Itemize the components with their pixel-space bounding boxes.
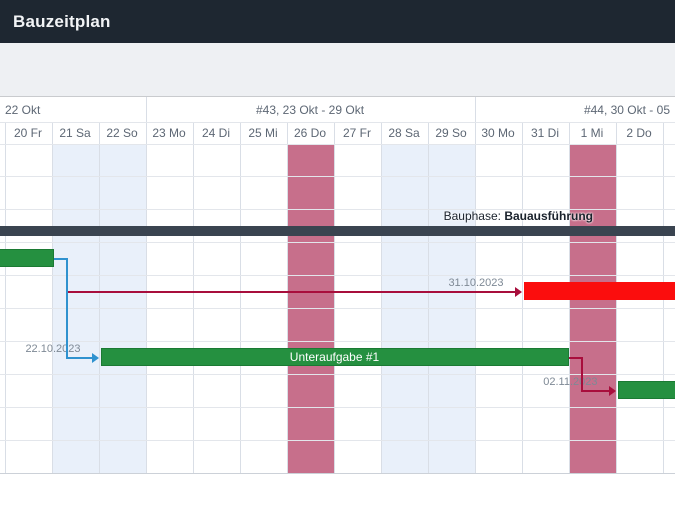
toolbar-empty — [0, 43, 675, 97]
page-title: Bauzeitplan — [13, 11, 111, 31]
link-arrow — [91, 352, 99, 363]
grid-vline — [4, 122, 6, 473]
link-arrow — [514, 286, 522, 297]
link-line — [568, 356, 583, 359]
phase-label-name: Bauausführung — [504, 209, 593, 223]
row-line — [0, 176, 675, 177]
day-header-cell: 21 Sa — [59, 126, 91, 140]
row-line — [0, 308, 675, 309]
grid-vline — [145, 122, 147, 473]
grid-vline — [286, 122, 288, 473]
task-bar-t2[interactable] — [0, 249, 54, 267]
row-line — [0, 341, 675, 342]
grid-vline — [333, 122, 335, 473]
phase-label: Bauphase: Bauausführung — [444, 209, 593, 224]
row-line — [0, 440, 675, 441]
week-header-cell: #43, 23 Okt - 29 Okt — [255, 103, 365, 117]
day-header-cell: 22 So — [106, 126, 138, 140]
grid-vline — [521, 122, 523, 473]
week-header-cell: 22 Okt — [5, 103, 41, 117]
grid-vline — [51, 122, 53, 473]
link-line — [580, 389, 611, 392]
day-header-cell: 1 Mi — [580, 126, 604, 140]
row-line — [0, 275, 675, 276]
link-arrow — [608, 385, 616, 396]
day-header-cell: 20 Fr — [13, 126, 42, 140]
task-bar-t3[interactable] — [523, 282, 675, 300]
task-date-label-t3: 31.10.2023 — [448, 277, 504, 289]
link-line — [53, 257, 68, 260]
week-separator — [145, 97, 147, 122]
task-date-label-t5: 02.11.2023 — [543, 376, 598, 388]
day-header-cell: 29 So — [435, 126, 467, 140]
summary-bar-t1[interactable] — [0, 226, 675, 236]
link-line — [65, 356, 94, 359]
week-header-cell: #44, 30 Okt - 05 — [583, 103, 670, 117]
grid-vline — [474, 122, 476, 473]
link-line — [65, 257, 68, 359]
row-line — [0, 407, 675, 408]
day-header-cell: 23 Mo — [152, 126, 186, 140]
row-line — [0, 374, 675, 375]
gantt-chart: 22 Okt #43, 23 Okt - 29 Okt #44, 30 Okt - … — [0, 97, 675, 527]
day-header-cell: 28 Sa — [388, 126, 420, 140]
day-header-cell: 25 Mi — [248, 126, 278, 140]
task-date-label-t4: 22.10.2023 — [25, 343, 81, 355]
day-header-cell: 27 Fr — [342, 126, 371, 140]
task-bar-t5[interactable] — [617, 381, 675, 399]
day-header-cell: 31 Di — [530, 126, 559, 140]
task-bar-t4[interactable]: Unteraufgabe #1 — [100, 348, 569, 366]
day-header-cell: 24 Di — [201, 126, 230, 140]
day-header-cell: 2 Do — [626, 126, 652, 140]
grid-vline — [98, 122, 100, 473]
day-header-cell: 30 Mo — [481, 126, 515, 140]
header-line — [0, 122, 675, 123]
header-line — [0, 144, 675, 145]
day-header-cell — [663, 122, 675, 144]
grid-bottom-line — [0, 473, 675, 474]
row-line — [0, 242, 675, 243]
grid-vline — [380, 122, 382, 473]
phase-label-prefix: Bauphase: — [443, 209, 505, 223]
grid-vline — [192, 122, 194, 473]
link-line — [580, 356, 583, 392]
grid-vline — [239, 122, 241, 473]
link-line — [65, 290, 517, 293]
row-line — [0, 209, 675, 210]
week-separator — [474, 97, 476, 122]
titlebar: Bauzeitplan — [0, 0, 675, 43]
day-header-cell: 26 Do — [293, 126, 327, 140]
grid-vline — [427, 122, 429, 473]
